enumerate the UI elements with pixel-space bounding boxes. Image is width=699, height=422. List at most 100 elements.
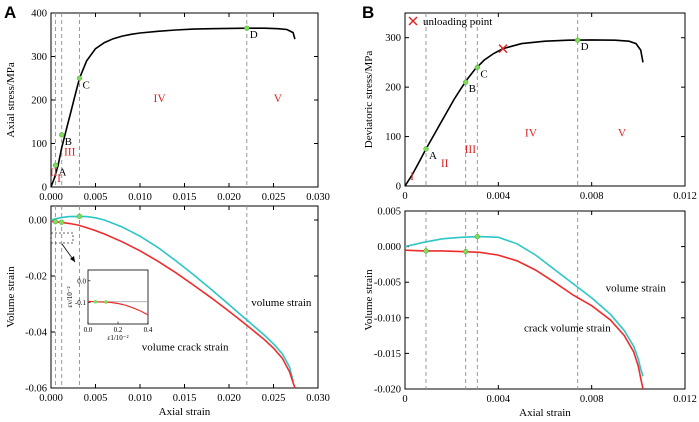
stage-label: IV xyxy=(154,93,167,105)
x-tick-label: 0.004 xyxy=(487,191,511,202)
stage-label: I xyxy=(57,173,61,185)
x-tick-label: 0.012 xyxy=(673,191,697,202)
x-tick-label: 0.000 xyxy=(39,393,63,404)
point-marker xyxy=(474,64,480,71)
y-tick-label: 200 xyxy=(31,96,47,107)
panel-b-stress-chart: 0 0.004 0.008 0.012 0 100 200 300 Deviatoric str… xyxy=(362,3,697,202)
stage-label: II xyxy=(50,167,58,179)
inset-y-tick-label: -0.1 xyxy=(75,299,87,307)
inset-x-tick-label: 0.2 xyxy=(114,326,123,334)
point-marker xyxy=(474,233,480,240)
point-marker xyxy=(59,132,65,138)
point-label: B xyxy=(469,83,476,95)
x-axis-label: Axial strain xyxy=(159,406,211,418)
inset-point-marker xyxy=(104,300,108,304)
x-tick-label: 0.025 xyxy=(262,393,286,404)
point-label: D xyxy=(250,29,258,41)
x-tick-label: 0.025 xyxy=(262,192,286,203)
x-tick-label: 0.015 xyxy=(173,192,197,203)
stage-label: IV xyxy=(525,128,538,140)
stage-label: V xyxy=(274,93,283,105)
point-marker xyxy=(423,248,429,254)
panel-label: A xyxy=(4,3,16,22)
point-label: A xyxy=(58,166,66,178)
series-line-crack-volume-strain xyxy=(404,249,644,390)
x-tick-label: 0.015 xyxy=(173,393,197,404)
inset-y-tick-label: 0.0 xyxy=(77,277,86,285)
x-tick-label: 0.030 xyxy=(306,393,330,404)
x-tick-label: 0.012 xyxy=(673,394,697,405)
point-marker xyxy=(423,146,429,152)
legend-marker xyxy=(408,16,418,26)
y-tick-label: 0.000 xyxy=(377,242,401,253)
x-tick-label: 0.020 xyxy=(217,393,241,404)
y-tick-label: -0.02 xyxy=(25,272,47,283)
panel-label: B xyxy=(362,3,374,22)
y-tick-label: -0.010 xyxy=(374,313,401,324)
stage-label: III xyxy=(64,147,76,159)
unloading-point-marker xyxy=(498,44,508,54)
plot-frame xyxy=(404,210,686,390)
x-tick-label: 0.010 xyxy=(128,192,152,203)
x-tick-label: 0.008 xyxy=(580,191,604,202)
point-marker xyxy=(52,162,59,168)
y-tick-label: 300 xyxy=(31,52,47,63)
curve-annotation: volume crack strain xyxy=(142,341,229,353)
inset-series-line xyxy=(87,300,149,316)
y-axis-label: Volume strain xyxy=(5,266,17,328)
inset-chart: 0.0 0.2 0.4 0.0 -0.1 ε1/10⁻² εv/10⁻² xyxy=(50,232,153,342)
inset-frame xyxy=(87,269,149,325)
y-tick-label: 0 xyxy=(396,182,401,193)
curve-annotation: volume strain xyxy=(606,282,667,294)
x-tick-label: 0.005 xyxy=(84,192,108,203)
x-tick-label: 0.000 xyxy=(39,192,63,203)
y-tick-label: 0.005 xyxy=(377,207,401,218)
y-tick-label: 200 xyxy=(385,83,401,94)
x-tick-label: 0.030 xyxy=(306,192,330,203)
legend-label: unloading point xyxy=(423,16,492,28)
stage-label: V xyxy=(618,128,627,140)
zoom-arrow-head xyxy=(70,256,75,262)
point-label: B xyxy=(65,136,72,148)
point-marker xyxy=(76,75,83,81)
curve-annotation: volume strain xyxy=(251,297,312,309)
series-line-volume-crack-strain xyxy=(50,220,296,389)
series-line-axial-stress xyxy=(50,27,296,188)
y-axis-label: Volume strain xyxy=(363,269,375,331)
point-marker xyxy=(52,219,59,225)
panel-b-volume-strain-chart: 0 0.004 0.008 0.012 0.005 0.000 -0.005 -0.010 -0… xyxy=(363,207,697,420)
y-tick-label: 0.00 xyxy=(29,216,47,227)
y-tick-label: -0.020 xyxy=(374,385,401,396)
y-tick-label: 100 xyxy=(385,132,401,143)
point-marker xyxy=(76,213,83,220)
x-tick-label: 0.004 xyxy=(487,394,511,405)
point-label: C xyxy=(82,79,89,91)
inset-x-tick-label: 0.4 xyxy=(144,326,153,334)
plot-frame xyxy=(404,12,686,187)
panel-a-volume-strain-chart: 0.000 0.005 0.010 0.015 0.020 0.025 0.030 0.00 -… xyxy=(5,205,330,418)
y-tick-label: 100 xyxy=(31,139,47,150)
point-label: D xyxy=(581,41,589,53)
y-tick-label: 0 xyxy=(42,183,47,194)
curve-annotation: crack volume strain xyxy=(524,322,611,334)
x-tick-label: 0.005 xyxy=(84,393,108,404)
x-axis-label: Axial strain xyxy=(519,407,571,419)
series-line-volume-strain xyxy=(404,235,644,377)
inset-x-tick-label: 0.0 xyxy=(84,326,93,334)
stage-label: I xyxy=(410,171,414,183)
y-tick-label: -0.06 xyxy=(25,384,47,395)
inset-x-axis-label: ε1/10⁻² xyxy=(107,334,128,342)
point-label: C xyxy=(480,68,487,80)
inset-y-axis-label: εv/10⁻² xyxy=(66,286,74,307)
point-marker xyxy=(59,219,65,225)
point-marker xyxy=(463,79,469,85)
y-axis-label: Deviatoric stress/MPa xyxy=(363,51,375,149)
stage-label: II xyxy=(441,158,449,170)
point-marker xyxy=(463,248,469,255)
y-axis-label: Axial stress/MPa xyxy=(5,62,17,138)
point-marker xyxy=(575,37,581,43)
panel-a-stress-chart: 0.000 0.005 0.010 0.015 0.020 0.025 0.030 0 100 2… xyxy=(4,3,330,203)
y-tick-label: -0.04 xyxy=(25,328,48,339)
x-tick-label: 0.010 xyxy=(128,393,152,404)
